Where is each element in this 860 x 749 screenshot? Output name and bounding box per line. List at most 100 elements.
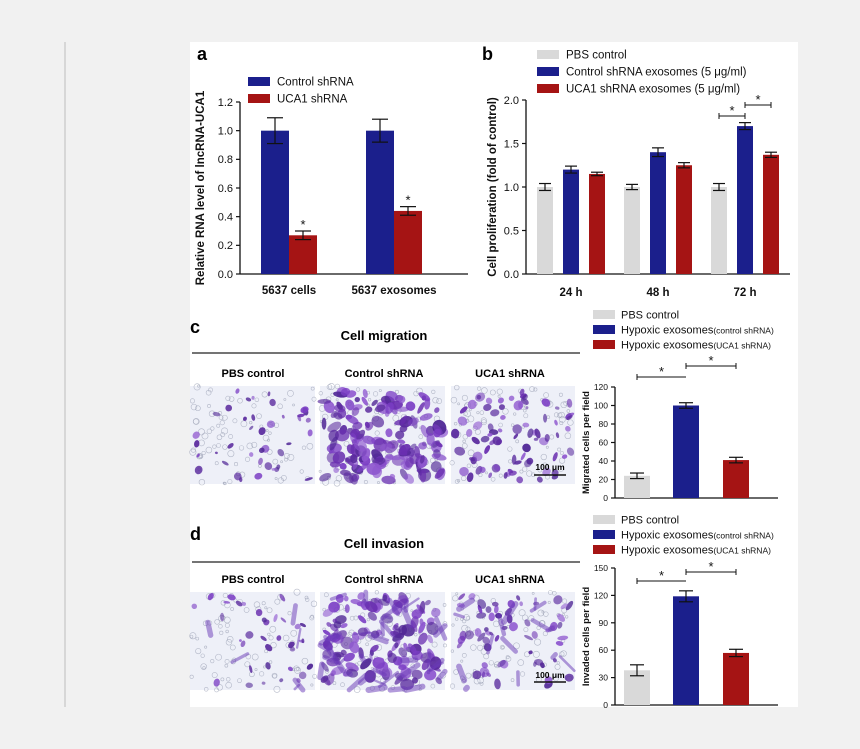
invading-cell [496,612,507,637]
stained-cell [352,460,359,470]
membrane-pore [431,641,438,648]
stained-cell [370,644,379,653]
membrane-pore [251,653,259,661]
membrane-pore [461,443,468,449]
stained-cell [466,472,474,483]
stained-cell [479,667,490,678]
stained-cell [267,391,271,397]
bar [289,235,317,274]
stained-cell [555,432,560,439]
membrane-pore [221,414,228,421]
membrane-pore [199,454,203,458]
bar [537,187,553,274]
stained-cell [323,400,335,414]
stained-cell [212,411,221,417]
membrane-pore [510,678,515,682]
membrane-pore [261,601,266,606]
membrane-pore [224,658,230,664]
stained-cell [227,443,234,449]
membrane-pore [216,684,223,691]
y-tick-label: 40 [599,456,609,466]
stained-cell [258,447,265,454]
membrane-pore [277,477,284,484]
stained-cell [565,425,571,432]
membrane-pore [537,467,543,473]
legend-swatch [537,50,559,59]
stained-cell [348,472,358,485]
stained-cell [491,601,499,607]
panel-d-title: Cell invasion [344,536,424,551]
membrane-pore [205,389,212,396]
membrane-pore [470,644,477,651]
chart-d: 0 30 60 90 120 150 Invaded cells per field * * PB… [581,515,778,710]
membrane-pore [558,411,565,419]
stained-cell [476,612,487,619]
membrane-pore [557,465,564,472]
membrane-pore [204,645,208,649]
membrane-pore [418,434,424,440]
invading-cell [453,612,466,619]
legend-label-qualifier: (UCA1 shRNA) [713,341,771,351]
membrane-pore [225,639,233,646]
stained-cell [329,436,338,451]
stained-cell [220,612,225,622]
membrane-pore [378,389,382,392]
stained-cell [512,424,522,435]
invading-cell [338,658,346,665]
membrane-pore [280,460,283,464]
stained-cell [223,600,231,604]
stained-cell [286,442,292,446]
membrane-pore [210,659,215,664]
stained-cell [350,454,358,464]
membrane-pore [251,403,257,409]
membrane-pore [553,676,559,682]
membrane-pore [195,636,200,641]
membrane-pore [312,674,317,679]
membrane-pore [219,630,224,635]
stained-cell [459,406,468,414]
stained-cell [260,635,267,641]
membrane-pore [562,613,565,616]
membrane-pore [189,632,197,640]
stained-cell [488,612,495,622]
y-tick-label: 120 [594,382,608,392]
membrane-pore [251,441,258,448]
stained-cell [261,681,266,685]
bar [676,165,692,274]
stained-cell [261,617,267,623]
stained-cell [554,406,560,410]
membrane-pore [240,420,248,428]
stained-cell [273,613,278,623]
stained-cell [482,636,490,645]
invading-cell [500,636,518,654]
significance-star: * [755,92,760,107]
stained-cell [269,398,276,407]
y-tick-label: 90 [599,618,609,628]
membrane-pore [543,392,549,399]
stained-cell [332,451,346,464]
membrane-pore [552,590,557,596]
membrane-pore [282,634,290,642]
membrane-pore [299,469,304,474]
membrane-pore [216,423,221,428]
membrane-pore [326,384,333,390]
y-tick-label: 0.4 [218,212,233,224]
bar [624,475,650,498]
legend-label: UCA1 shRNA [277,94,348,106]
stained-cell [288,641,295,649]
legend-label: UCA1 shRNA exosomes (5 μg/ml) [566,84,740,96]
y-tick-label: 1.0 [504,182,519,194]
stained-cell [420,424,429,438]
significance-star: * [659,568,664,583]
membrane-pore [301,657,309,665]
stained-cell [404,473,414,484]
stained-cell [281,414,285,419]
membrane-pore [410,609,414,613]
membrane-pore [210,426,215,431]
y-axis-label: Migrated cells per field [581,391,592,494]
stained-cell [477,632,486,642]
stained-cell [555,640,564,646]
stained-cell [240,640,246,648]
stained-cell [411,669,423,680]
membrane-pore [228,434,234,439]
